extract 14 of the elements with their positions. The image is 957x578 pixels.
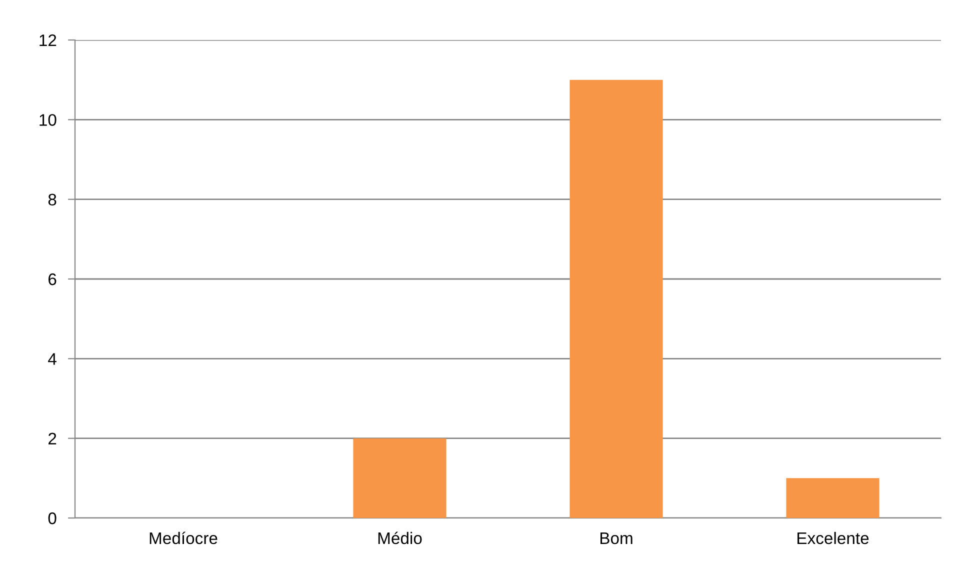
x-tick-label: Medíocre — [150, 532, 218, 544]
y-tick-label: 2 — [48, 432, 56, 444]
y-tick-label: 8 — [48, 194, 56, 206]
y-tick-label: 0 — [48, 512, 56, 524]
y-tick-label: 4 — [48, 353, 56, 365]
bar — [570, 80, 663, 518]
x-tick-label: Médio — [378, 532, 422, 544]
x-tick-label: Excelente — [798, 532, 869, 544]
bar — [786, 478, 880, 518]
y-tick-label: 10 — [40, 114, 56, 126]
y-tick-label: 6 — [48, 273, 56, 286]
x-tick-label: Bom — [600, 532, 632, 544]
bar — [353, 438, 446, 518]
y-tick-label: 12 — [40, 34, 56, 46]
